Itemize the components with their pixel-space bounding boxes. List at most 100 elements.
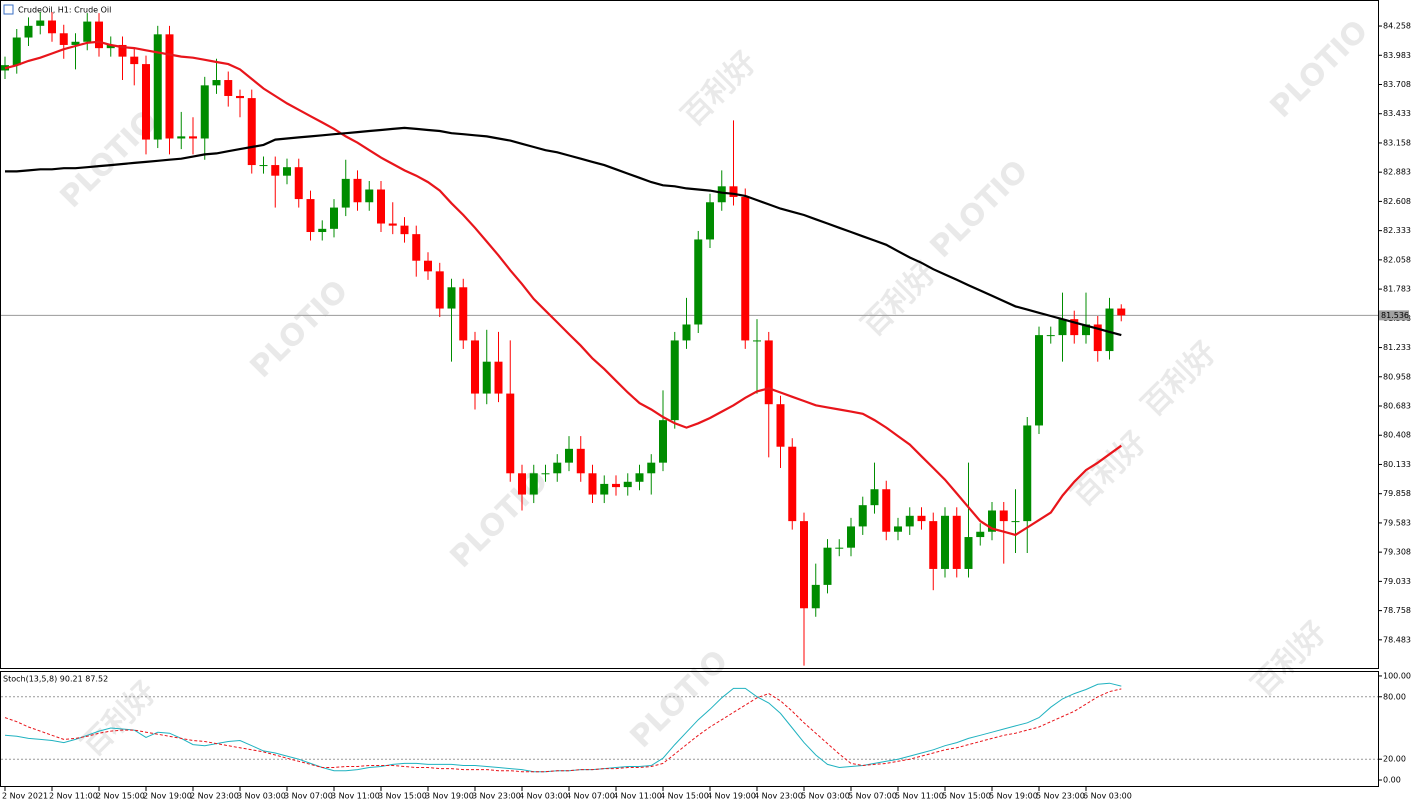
candle-body bbox=[623, 481, 632, 488]
candle-body bbox=[1023, 425, 1032, 522]
candle-body bbox=[635, 473, 644, 482]
candle-body bbox=[670, 340, 679, 421]
x-tick-label: 3 Nov 23:00 bbox=[472, 792, 521, 801]
candle-body bbox=[1082, 324, 1090, 336]
x-tick-label: 5 Nov 03:00 bbox=[801, 792, 850, 801]
candle-body bbox=[905, 515, 914, 527]
candle-body bbox=[106, 44, 115, 49]
candle-body bbox=[353, 178, 362, 203]
candle-body bbox=[1058, 319, 1067, 336]
candle-body bbox=[882, 489, 891, 532]
candle-body bbox=[518, 473, 526, 495]
candle-body bbox=[1011, 521, 1020, 523]
stoch-title: Stoch(13,5,8) 90.21 87.52 bbox=[3, 675, 108, 684]
candle-body bbox=[259, 165, 268, 167]
y-tick-label: 82.058 bbox=[1383, 255, 1411, 264]
candle-body bbox=[811, 584, 820, 609]
candle-body bbox=[424, 260, 432, 272]
y-tick-label: 78.758 bbox=[1383, 606, 1411, 615]
candle-body bbox=[400, 225, 409, 235]
y-tick-label: 80.133 bbox=[1383, 460, 1411, 469]
candle-body bbox=[306, 199, 315, 233]
x-tick-label: 3 Nov 15:00 bbox=[378, 792, 427, 801]
candle-body bbox=[988, 510, 996, 532]
candle-body bbox=[847, 526, 855, 548]
x-tick-label: 5 Nov 23:00 bbox=[1036, 792, 1085, 801]
x-tick-label: 4 Nov 19:00 bbox=[707, 792, 756, 801]
y-tick-label: 83.158 bbox=[1383, 138, 1411, 147]
candle-body bbox=[365, 189, 374, 203]
candle-body bbox=[12, 37, 21, 66]
moving-average bbox=[4, 40, 1122, 537]
candle-body bbox=[694, 239, 703, 325]
candle-body bbox=[494, 361, 503, 394]
candle-body bbox=[130, 56, 139, 65]
y-tick-label: 83.708 bbox=[1383, 80, 1411, 89]
candle-body bbox=[1093, 324, 1102, 352]
candle-body bbox=[529, 473, 538, 495]
x-tick-label: 4 Nov 23:00 bbox=[754, 792, 803, 801]
x-tick-label: 2 Nov 11:00 bbox=[49, 792, 98, 801]
candle-body bbox=[435, 271, 444, 309]
candle-body bbox=[471, 340, 479, 394]
candle-body bbox=[95, 21, 103, 49]
candle-body bbox=[835, 547, 844, 549]
x-tick-label: 2 Nov 2021 bbox=[2, 792, 48, 801]
candle-body bbox=[271, 165, 280, 176]
candle-body bbox=[341, 178, 350, 208]
x-tick-label: 2 Nov 23:00 bbox=[190, 792, 239, 801]
candle-body bbox=[964, 537, 973, 569]
y-tick-label: 83.433 bbox=[1383, 109, 1411, 118]
y-tick-label: 80.958 bbox=[1383, 372, 1411, 381]
candle-body bbox=[36, 20, 45, 26]
x-tick-label: 2 Nov 19:00 bbox=[143, 792, 192, 801]
candle-body bbox=[236, 95, 244, 99]
candle-body bbox=[588, 473, 597, 495]
y-tick-label: 79.858 bbox=[1383, 489, 1411, 498]
candle-body bbox=[1035, 335, 1043, 426]
x-tick-label: 4 Nov 03:00 bbox=[519, 792, 568, 801]
y-tick-label: 79.033 bbox=[1383, 577, 1411, 586]
candle-body bbox=[682, 324, 691, 341]
main-frame bbox=[0, 0, 1379, 669]
x-tick-label: 5 Nov 19:00 bbox=[989, 792, 1038, 801]
candle-body bbox=[83, 21, 92, 42]
candle-body bbox=[1117, 308, 1126, 316]
candle-body bbox=[142, 64, 150, 140]
candle-body bbox=[165, 34, 174, 139]
x-tick-label: 4 Nov 07:00 bbox=[566, 792, 615, 801]
candle-body bbox=[659, 420, 667, 463]
stoch-frame bbox=[0, 671, 1379, 787]
y-tick-label: 82.608 bbox=[1383, 197, 1411, 206]
candle-body bbox=[706, 202, 714, 240]
y-tick-label: 82.883 bbox=[1383, 168, 1411, 177]
candle-body bbox=[224, 80, 233, 96]
candle-body bbox=[1070, 319, 1079, 336]
x-tick-label: 2 Nov 15:00 bbox=[96, 792, 145, 801]
candle-body bbox=[999, 510, 1008, 522]
candle-body bbox=[153, 34, 162, 140]
x-tick-label: 5 Nov 15:00 bbox=[942, 792, 991, 801]
candle-body bbox=[823, 547, 832, 585]
candle-body bbox=[788, 446, 797, 522]
y-tick-label: 81.233 bbox=[1383, 343, 1411, 352]
candle-body bbox=[377, 189, 385, 224]
candle-body bbox=[941, 515, 949, 569]
candle-body bbox=[318, 228, 327, 233]
candle-body bbox=[729, 186, 738, 197]
moving-average bbox=[5, 126, 1122, 337]
y-tick-label: 79.308 bbox=[1383, 548, 1411, 557]
y-tick-label: 81.783 bbox=[1383, 285, 1411, 294]
candle-body bbox=[764, 340, 773, 405]
candle-body bbox=[48, 20, 56, 34]
candle-body bbox=[929, 521, 938, 569]
candle-body bbox=[412, 234, 421, 261]
candle-body bbox=[741, 196, 750, 341]
candle-body bbox=[576, 448, 585, 474]
x-tick-label: 5 Nov 11:00 bbox=[895, 792, 944, 801]
candle-body bbox=[776, 404, 785, 447]
candle-body bbox=[59, 33, 68, 45]
x-tick-label: 3 Nov 03:00 bbox=[237, 792, 286, 801]
